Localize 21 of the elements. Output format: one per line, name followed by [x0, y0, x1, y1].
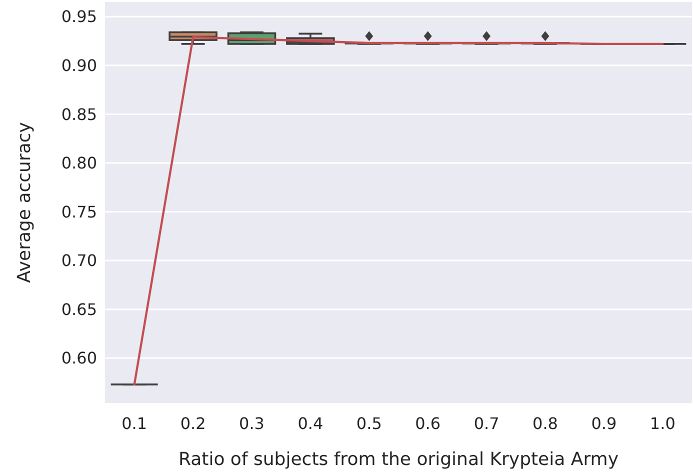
y-tick-label: 0.80 [61, 154, 97, 173]
x-tick-label: 0.9 [591, 414, 617, 433]
x-tick-label: 0.1 [122, 414, 148, 433]
x-tick-label: 0.4 [298, 414, 324, 433]
x-axis-title: Ratio of subjects from the original Krypteia Army [178, 449, 619, 470]
y-axis-title: Average accuracy [14, 122, 35, 283]
x-tick-label: 0.5 [356, 414, 382, 433]
y-tick-label: 0.70 [61, 251, 97, 270]
x-tick-label: 1.0 [650, 414, 676, 433]
y-tick-label: 0.65 [61, 300, 97, 319]
y-tick-label: 0.75 [61, 202, 97, 222]
line-series [133, 36, 664, 386]
y-tick-label: 0.95 [61, 7, 97, 26]
y-tick-label: 0.60 [61, 348, 97, 368]
x-tick-label: 0.2 [180, 414, 206, 433]
x-tick-label: 0.8 [532, 414, 558, 433]
x-tick-label: 0.7 [474, 414, 500, 433]
y-tick-label: 0.85 [61, 104, 97, 124]
y-tick-label: 0.90 [61, 56, 97, 76]
x-tick-label: 0.6 [415, 414, 441, 433]
x-tick-label: 0.3 [239, 414, 264, 433]
